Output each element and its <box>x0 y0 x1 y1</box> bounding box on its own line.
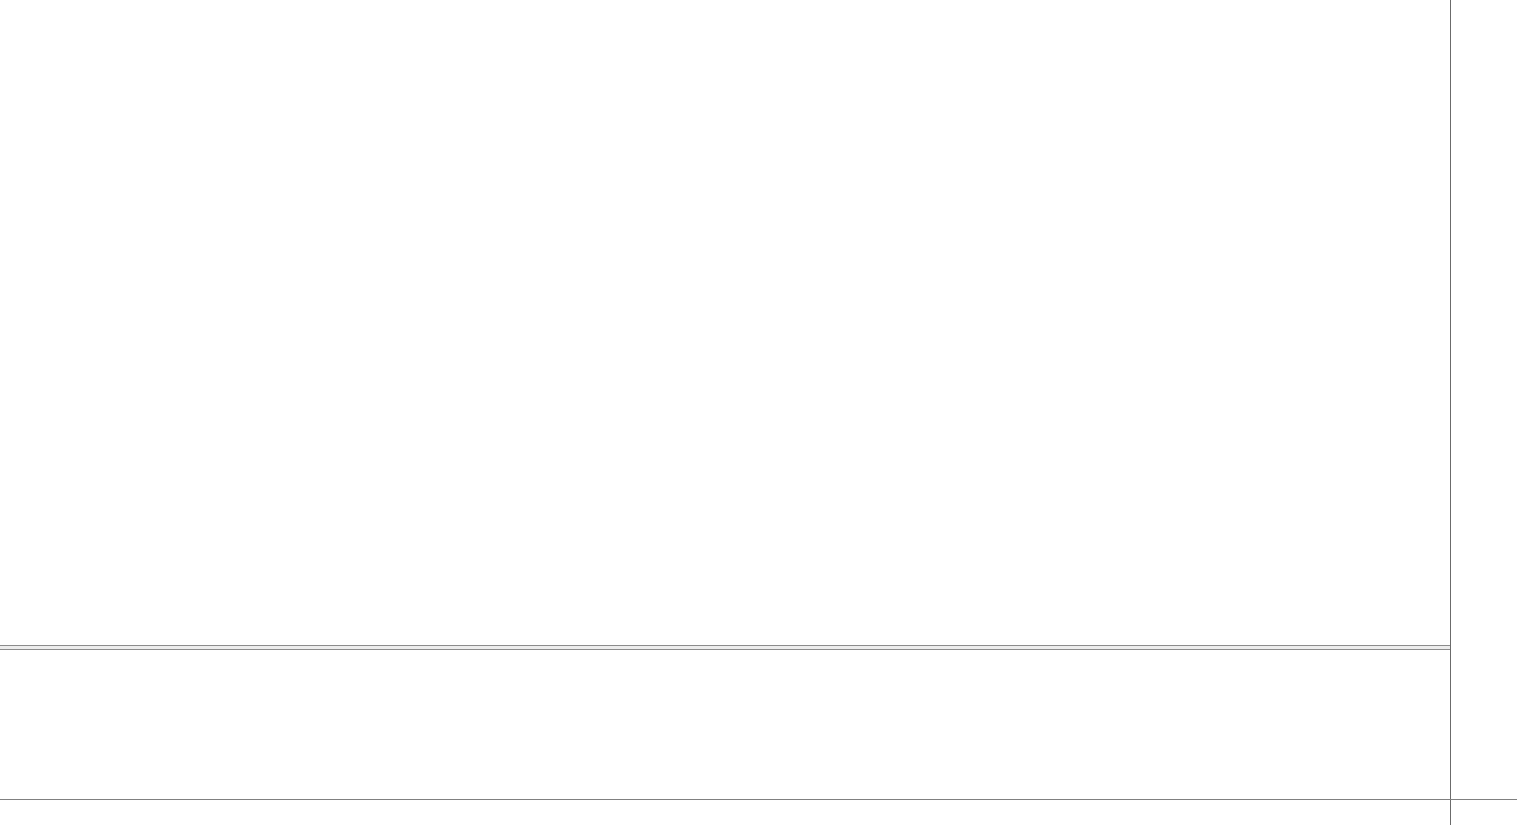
time-axis[interactable] <box>0 799 1517 825</box>
macd-indicator-chart[interactable] <box>0 650 1450 799</box>
symbol-ohlc-info <box>5 3 41 17</box>
indicator-label <box>6 652 27 666</box>
price-axis[interactable] <box>1450 0 1517 825</box>
pane-separator[interactable] <box>0 645 1517 650</box>
price-chart[interactable] <box>0 0 1450 645</box>
